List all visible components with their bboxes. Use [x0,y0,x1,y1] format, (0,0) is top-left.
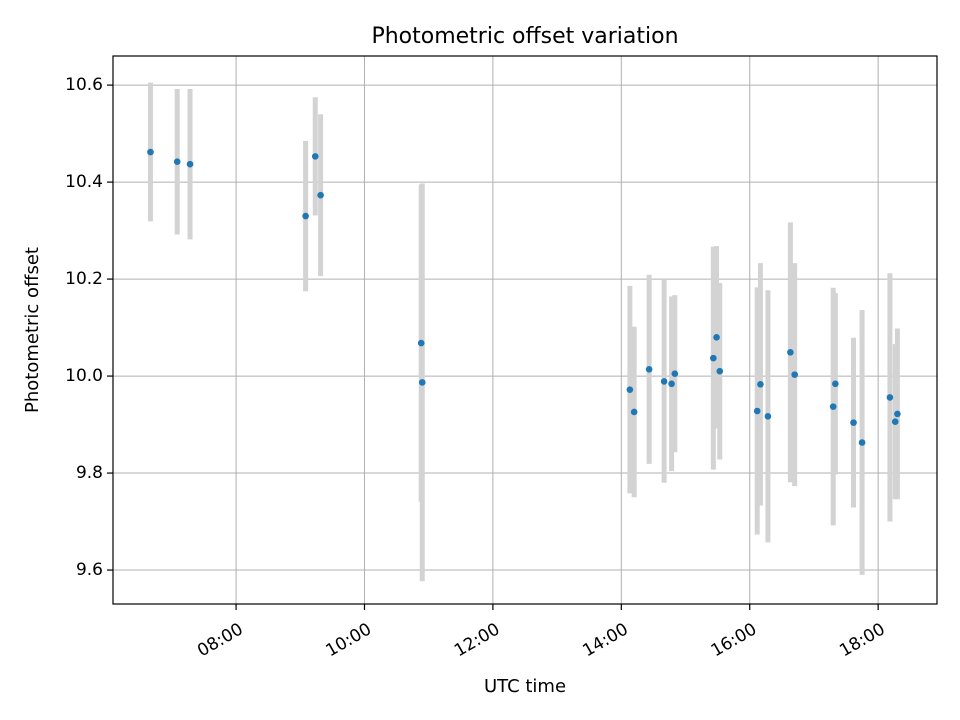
data-point-10 [645,365,653,373]
data-point-15 [713,333,720,341]
data-point-14 [710,354,717,362]
data-point-11 [660,378,668,385]
data-point-12 [668,380,675,388]
y-tick-label-3: 10.2 [65,269,103,289]
data-point-5 [317,191,324,199]
data-point-16 [716,367,724,375]
data-point-27 [891,418,899,425]
y-tick-label-1: 9.8 [76,463,103,483]
data-point-21 [791,371,798,378]
data-point-9 [630,408,638,416]
x-axis-label: UTC time [484,676,566,697]
data-point-24 [850,419,857,426]
y-tick-label-0: 9.6 [76,560,103,580]
data-point-23 [832,380,839,388]
data-point-13 [671,370,679,377]
data-point-26 [886,394,894,401]
data-point-3 [302,212,309,220]
data-point-20 [787,349,794,356]
data-point-17 [753,407,761,415]
data-point-8 [626,386,634,393]
y-tick-label-5: 10.6 [65,75,103,95]
data-point-18 [757,381,764,388]
data-point-19 [764,413,772,420]
y-axis-label: Photometric offset [22,247,43,413]
y-axis-ticks: 9.6 9.8 10.0 10.2 10.4 10.6 [65,75,113,580]
grid-lines [113,56,937,604]
data-points [147,148,901,446]
chart-title: Photometric offset variation [371,24,678,49]
data-point-6 [417,339,425,347]
data-point-2 [186,160,194,168]
data-point-22 [829,403,837,410]
data-point-7 [418,379,426,386]
data-point-28 [894,410,901,418]
data-point-0 [147,148,154,156]
data-point-4 [311,153,319,160]
data-point-1 [173,158,181,166]
y-tick-label-4: 10.4 [65,172,103,192]
data-point-25 [858,439,866,446]
y-tick-label-2: 10.0 [65,366,103,386]
plot-frame [112,55,938,605]
